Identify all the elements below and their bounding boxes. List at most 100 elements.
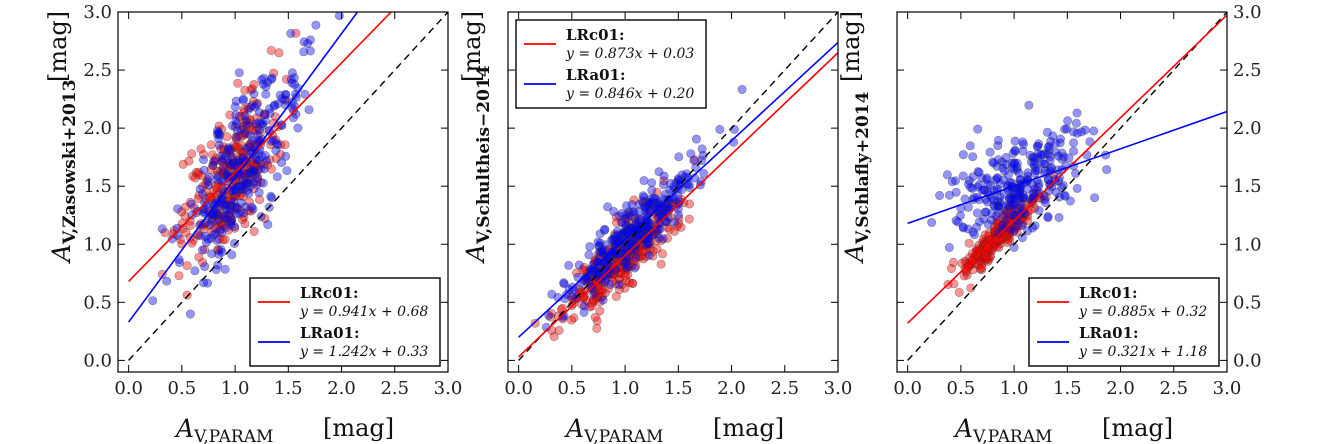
data-point-lra01: [1014, 168, 1024, 178]
data-point-lrc01: [966, 283, 976, 293]
fit-line-lra01: [128, 12, 359, 323]
axes-frame: [117, 11, 449, 373]
data-point-lra01: [1045, 179, 1055, 189]
data-point-lra01: [240, 111, 250, 121]
data-point-lra01: [243, 168, 253, 178]
data-point-lra01: [234, 157, 244, 167]
data-point-lra01: [229, 196, 239, 206]
data-point-lra01: [1010, 158, 1020, 168]
data-point-lra01: [334, 12, 344, 21]
data-point-lra01: [699, 168, 709, 178]
data-point-lra01: [271, 145, 281, 155]
x-tick-label: 3.0: [434, 378, 463, 399]
data-point-lra01: [303, 38, 313, 48]
data-point-lrc01: [233, 78, 243, 88]
data-point-lrc01: [611, 291, 621, 301]
data-point-lra01: [1059, 190, 1069, 200]
x-tick-label: 0.5: [558, 378, 587, 399]
data-point-lra01: [609, 206, 619, 216]
axes-frame: [896, 11, 1228, 373]
fit-line-lra01: [907, 110, 1227, 225]
x-tick-label: 3.0: [1213, 378, 1242, 399]
data-point-lra01: [1023, 226, 1033, 236]
data-point-lra01: [1040, 198, 1050, 208]
data-point-lrc01: [210, 181, 220, 191]
data-point-lra01: [235, 209, 245, 219]
data-point-lra01: [621, 251, 631, 261]
data-point-lra01: [237, 182, 247, 192]
data-point-lra01: [944, 190, 954, 200]
x-axis-unit: [mag]: [323, 414, 394, 442]
y-tick-label: 3.0: [83, 2, 112, 23]
data-point-lra01: [266, 74, 276, 84]
plot-area: [518, 12, 838, 361]
data-point-lra01: [603, 202, 613, 212]
data-point-lra01: [225, 205, 235, 215]
legend-equation: y = 0.321x + 1.18: [1078, 344, 1207, 360]
data-point-lra01: [204, 172, 214, 182]
data-point-lra01: [223, 144, 233, 154]
legend-box: [1028, 277, 1220, 367]
data-point-lrc01: [672, 221, 682, 231]
panel-schlafly: 0.0 0.5 1.0 1.5 2.0 2.5 3.0 0.0 0.5 1.0 1.5 2.0 2.5 3…: [837, 2, 1262, 444]
legend: LRc01: y = 0.873x + 0.03 LRa01: y = 0.846x …: [515, 19, 707, 109]
data-point-lra01: [988, 157, 998, 167]
data-point-lra01: [222, 205, 232, 215]
data-point-lra01: [985, 147, 995, 157]
data-point-lra01: [654, 212, 664, 222]
data-point-lra01: [199, 155, 209, 165]
plot-area: [128, 12, 448, 361]
data-point-lra01: [231, 116, 241, 126]
data-point-lra01: [987, 209, 997, 219]
data-point-lra01: [1023, 168, 1033, 178]
legend-label: LRc01:: [300, 284, 359, 302]
data-point-lrc01: [592, 323, 602, 333]
x-tick-label: 1.5: [274, 378, 303, 399]
x-tick-label: 0.5: [947, 378, 976, 399]
data-point-lra01: [272, 172, 282, 182]
y-tick-label: 1.0: [83, 234, 112, 255]
data-point-lra01: [248, 136, 258, 146]
data-point-lra01: [254, 188, 264, 198]
data-point-lra01: [1017, 233, 1027, 243]
data-point-lra01: [696, 177, 706, 187]
data-point-lra01: [579, 301, 589, 311]
data-point-lra01: [227, 250, 237, 260]
data-point-lrc01: [182, 261, 192, 271]
data-point-lra01: [287, 78, 297, 88]
data-point-lra01: [581, 272, 591, 282]
data-point-lra01: [1008, 148, 1018, 158]
x-axis-unit: [mag]: [713, 414, 784, 442]
data-point-lrc01: [182, 290, 192, 300]
data-point-lra01: [1069, 138, 1079, 148]
legend-box: [515, 19, 707, 109]
data-point-lra01: [286, 28, 296, 38]
data-point-lra01: [187, 210, 197, 220]
data-point-lrc01: [990, 227, 1000, 237]
data-point-lra01: [258, 119, 268, 129]
data-point-lra01: [670, 217, 680, 227]
data-point-lra01: [232, 203, 242, 213]
data-point-lrc01: [268, 131, 278, 141]
data-point-lra01: [259, 164, 269, 174]
data-point-lra01: [963, 202, 973, 212]
data-point-lra01: [244, 104, 254, 114]
data-point-lra01: [969, 230, 979, 240]
data-point-lra01: [972, 222, 982, 232]
data-point-lra01: [1024, 100, 1034, 110]
data-point-lra01: [186, 199, 196, 209]
data-point-lra01: [990, 201, 1000, 211]
data-point-lra01: [1029, 160, 1039, 170]
data-point-lra01: [729, 124, 739, 134]
data-point-lrc01: [269, 118, 279, 128]
data-point-lra01: [967, 183, 977, 193]
data-point-lra01: [638, 191, 648, 201]
data-point-lrc01: [181, 228, 191, 238]
data-point-lrc01: [198, 257, 208, 267]
data-point-lrc01: [984, 246, 994, 256]
data-point-lra01: [1036, 149, 1046, 159]
data-point-lrc01: [198, 182, 208, 192]
data-point-lra01: [665, 179, 675, 189]
data-point-lra01: [977, 185, 987, 195]
